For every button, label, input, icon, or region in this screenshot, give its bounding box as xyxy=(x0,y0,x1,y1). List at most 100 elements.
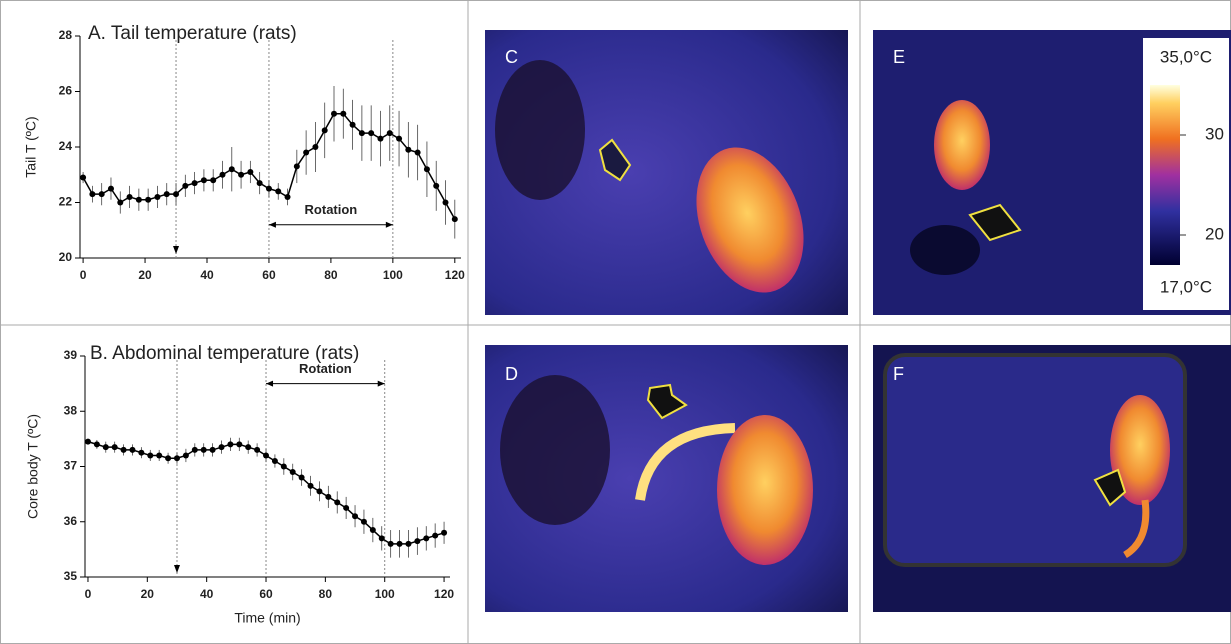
data-point xyxy=(245,444,252,451)
data-point xyxy=(303,149,310,156)
y-tick-label: 24 xyxy=(59,139,73,153)
x-tick-label: 60 xyxy=(259,587,273,601)
x-axis-label: Time (min) xyxy=(234,610,300,626)
data-point xyxy=(111,444,118,451)
data-point xyxy=(182,182,189,189)
data-point xyxy=(98,191,105,198)
data-point xyxy=(265,185,272,192)
data-point xyxy=(210,177,217,184)
data-point xyxy=(117,199,124,206)
data-point xyxy=(442,199,449,206)
data-point xyxy=(89,191,96,198)
data-point xyxy=(405,540,412,547)
data-point xyxy=(200,446,207,453)
data-point xyxy=(334,499,341,506)
data-point xyxy=(433,182,440,189)
data-point xyxy=(247,168,254,175)
y-tick-label: 26 xyxy=(59,84,73,98)
data-point xyxy=(451,216,458,223)
data-point xyxy=(368,130,375,137)
data-point xyxy=(93,441,100,448)
data-point xyxy=(325,493,332,500)
data-point xyxy=(165,455,172,462)
panel-label: E xyxy=(893,47,905,67)
data-point xyxy=(387,540,394,547)
data-point xyxy=(352,513,359,520)
x-tick-label: 20 xyxy=(138,268,152,282)
data-point xyxy=(423,535,430,542)
data-point xyxy=(280,463,287,470)
data-point xyxy=(84,438,91,445)
data-point xyxy=(200,177,207,184)
arrow-head xyxy=(377,380,385,387)
y-tick-label: 35 xyxy=(64,569,78,583)
chart-title: A. Tail temperature (rats) xyxy=(88,23,297,44)
data-point xyxy=(263,452,270,459)
data-point xyxy=(298,474,305,481)
panel-label: F xyxy=(893,364,904,384)
y-axis-label: Core body T (ºC) xyxy=(25,414,41,519)
data-point xyxy=(120,446,127,453)
y-tick-label: 37 xyxy=(64,459,78,473)
data-point xyxy=(340,110,347,117)
x-tick-label: 120 xyxy=(434,587,454,601)
data-point xyxy=(138,449,145,456)
x-tick-label: 0 xyxy=(80,268,87,282)
y-tick-label: 20 xyxy=(59,250,73,264)
data-point xyxy=(147,452,154,459)
x-tick-label: 0 xyxy=(85,587,92,601)
data-point xyxy=(135,196,142,203)
annotation: Rotation xyxy=(305,202,358,217)
data-point xyxy=(386,130,393,137)
data-point xyxy=(126,193,133,200)
data-point xyxy=(227,441,234,448)
x-tick-label: 80 xyxy=(324,268,338,282)
data-point xyxy=(405,146,412,153)
data-point xyxy=(228,166,235,173)
data-point xyxy=(312,144,319,150)
data-point xyxy=(331,110,337,117)
injection-arrow xyxy=(173,565,180,573)
data-point xyxy=(254,446,261,453)
data-point xyxy=(378,535,385,542)
x-tick-label: 120 xyxy=(445,268,465,282)
data-point xyxy=(414,538,421,545)
data-point xyxy=(102,444,109,451)
panel-label: D xyxy=(505,364,518,384)
data-point xyxy=(293,163,300,170)
colorbar-min: 17,0°C xyxy=(1160,277,1212,296)
x-tick-label: 40 xyxy=(200,587,214,601)
chart-title: B. Abdominal temperature (rats) xyxy=(90,343,359,364)
data-point xyxy=(369,527,376,534)
data-point xyxy=(396,540,403,547)
thermal-image-e: E xyxy=(873,30,1231,315)
x-tick-label: 80 xyxy=(319,587,333,601)
arrow-head xyxy=(266,380,274,387)
x-tick-label: 60 xyxy=(262,268,276,282)
y-tick-label: 22 xyxy=(59,195,73,209)
thermal-image-f: F xyxy=(873,345,1231,612)
data-point xyxy=(396,135,403,142)
data-point xyxy=(316,488,323,495)
data-point xyxy=(191,180,198,187)
data-point xyxy=(163,191,170,198)
panel-label: C xyxy=(505,47,518,67)
data-point xyxy=(209,446,216,453)
colorbar-tick-label: 20 xyxy=(1205,224,1224,243)
data-point xyxy=(271,457,278,464)
data-point xyxy=(173,191,180,198)
data-point xyxy=(423,166,430,173)
data-point xyxy=(173,455,180,462)
data-point xyxy=(358,130,365,137)
x-tick-label: 100 xyxy=(375,587,395,601)
data-point xyxy=(284,193,291,200)
data-point xyxy=(107,185,114,192)
thermal-image-d: D xyxy=(485,345,848,612)
x-tick-label: 40 xyxy=(200,268,214,282)
data-point xyxy=(145,196,152,203)
data-point xyxy=(236,441,243,448)
thermal-image-c: C xyxy=(485,30,848,315)
data-point xyxy=(289,469,296,476)
data-point xyxy=(377,135,384,142)
